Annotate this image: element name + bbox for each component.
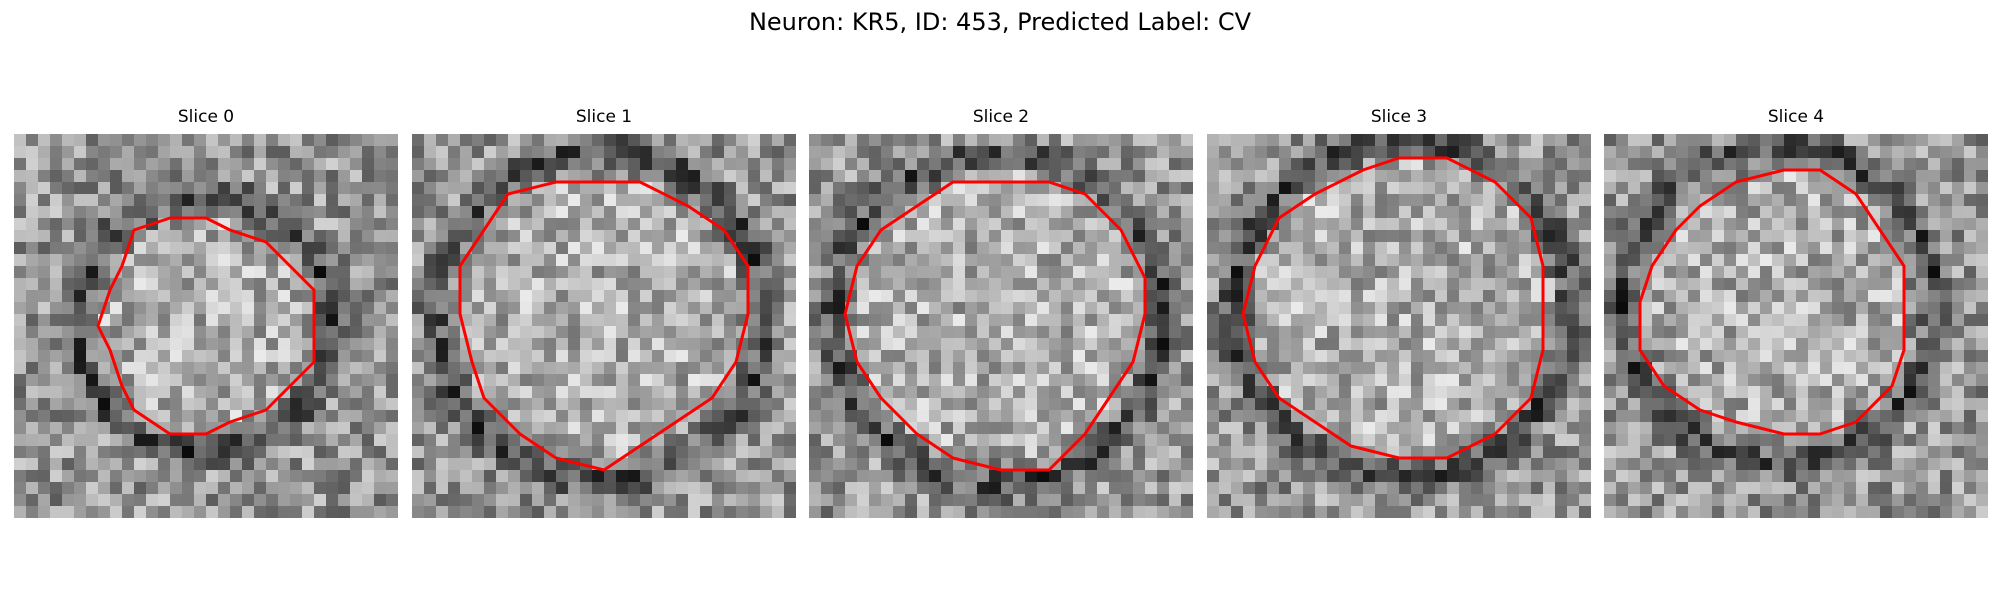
slice-panel-3: Slice 3 [1207, 105, 1591, 525]
slice-panel-0: Slice 0 [14, 105, 398, 525]
slice-panel-4: Slice 4 [1604, 105, 1988, 525]
slice-title: Slice 2 [972, 107, 1030, 127]
slice-image [412, 134, 796, 518]
slice-image [809, 134, 1193, 518]
slice-title: Slice 0 [177, 107, 235, 127]
segmentation-contour [1638, 168, 1906, 436]
slice-title: Slice 1 [575, 107, 633, 127]
segmentation-contour [843, 180, 1147, 472]
segmentation-contour [1241, 156, 1545, 460]
contour-line [843, 180, 1147, 472]
figure-title: Neuron: KR5, ID: 453, Predicted Label: C… [748, 8, 1252, 36]
slice-title: Slice 4 [1767, 107, 1825, 127]
slice-image [1604, 134, 1988, 518]
contour-line [458, 180, 750, 472]
slice-panel-1: Slice 1 [412, 105, 796, 525]
slice-image [14, 134, 398, 518]
contour-line [96, 216, 316, 436]
contour-line [1638, 168, 1906, 436]
segmentation-contour [458, 180, 750, 472]
segmentation-contour [96, 216, 316, 436]
slice-image [1207, 134, 1591, 518]
slice-title: Slice 3 [1370, 107, 1428, 127]
slice-panel-2: Slice 2 [809, 105, 1193, 525]
contour-line [1241, 156, 1545, 460]
